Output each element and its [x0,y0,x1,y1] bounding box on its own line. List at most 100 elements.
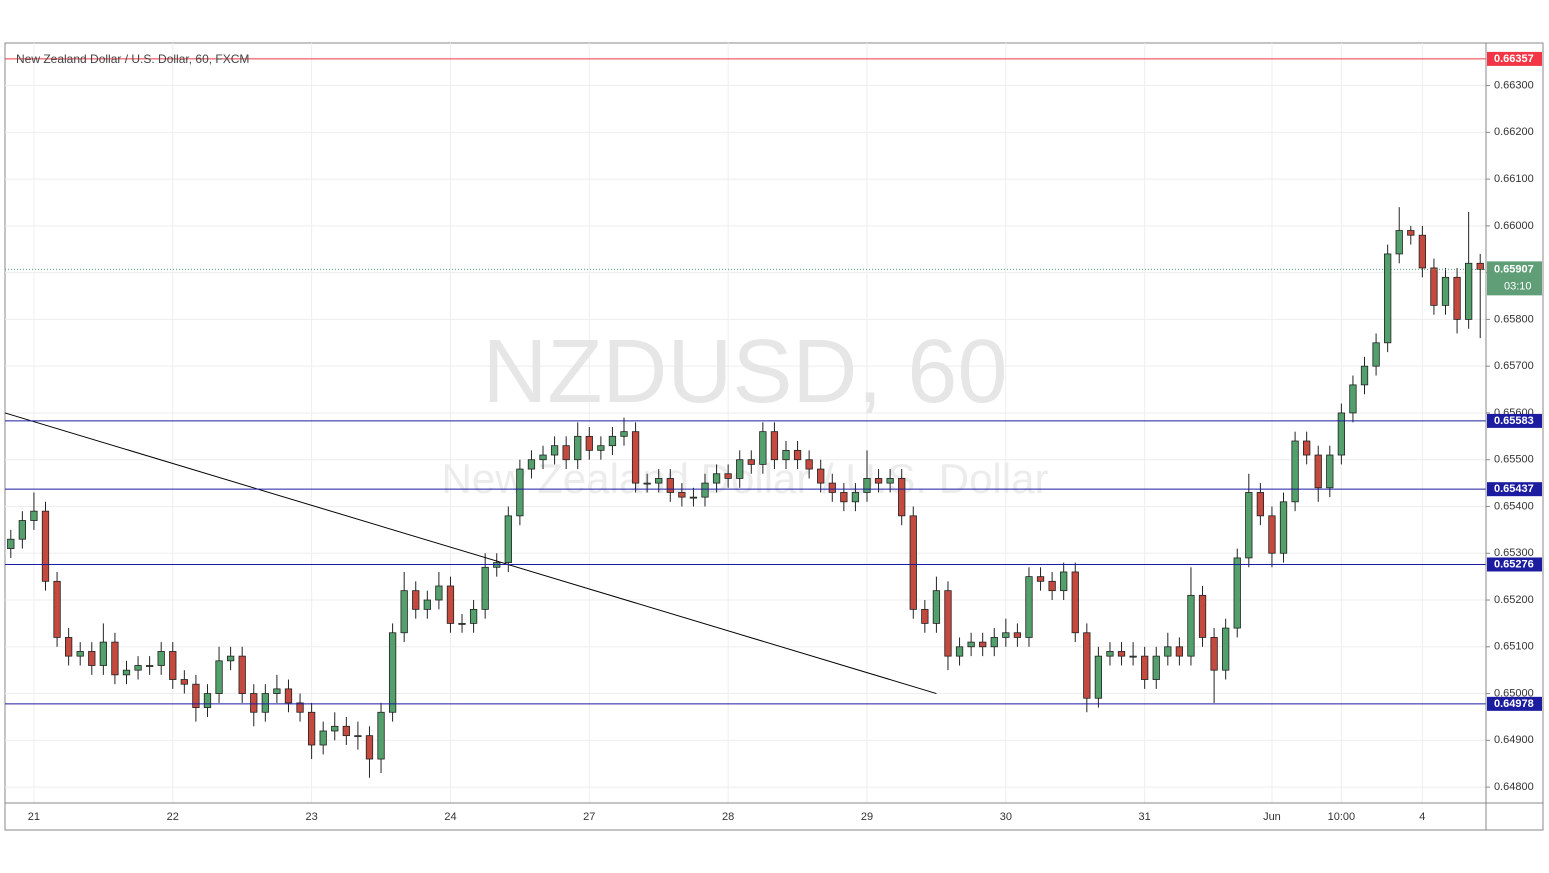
candle-body [469,608,478,624]
candle-body [1083,632,1091,699]
x-tick-label: 4 [1419,811,1425,823]
candle-body [851,492,860,503]
candle-body [527,459,536,470]
level-label: 0.65583 [1494,415,1534,427]
candle-body [712,473,721,484]
y-tick-label: 0.64800 [1494,781,1534,793]
candle-body [944,590,952,657]
axes: 0.64800 0.64900 0.65000 0.65100 0.65200 0.653… [28,51,1542,823]
trendline [4,412,937,695]
level-label: 0.65437 [1494,483,1534,495]
y-tick-label: 0.66100 [1494,173,1534,185]
candle-body [1071,571,1079,634]
candle-body [597,445,605,451]
candle-body [782,449,790,461]
candle-body [388,632,397,713]
x-tick-label: 30 [1000,811,1012,823]
candle-body [921,608,929,624]
candle-body [1384,253,1392,344]
candle-body [863,478,871,493]
candle-body [759,431,767,465]
level-label-box [1487,696,1542,711]
countdown: 03:10 [1504,280,1532,292]
candle-body [64,637,73,657]
candle-body [250,693,258,713]
candle-body [238,655,246,694]
x-tick-label: 31 [1139,811,1151,823]
candle-body [1395,230,1403,255]
y-tick-label: 0.66000 [1494,220,1534,232]
candle-body [1418,234,1427,269]
candle-body [898,478,906,517]
watermark: NZDUSD, 60 [482,322,1007,422]
candle-body [1164,646,1172,657]
candle-body [18,520,26,540]
candle-body [874,478,883,484]
candle-body [793,449,802,461]
candle-body [423,599,431,610]
candle-body [1141,655,1149,680]
candle-body [967,641,975,648]
candle-body [1337,412,1346,456]
candle-body [828,482,836,493]
candle-body [747,459,755,465]
y-tick-label: 0.65400 [1494,500,1534,512]
candle-body [1360,365,1369,386]
candle-body [296,702,304,713]
y-tick-label: 0.65000 [1494,687,1534,699]
candle-body [516,468,524,517]
x-tick-label: 21 [28,811,40,823]
candle-body [1303,440,1311,456]
candle-body [88,651,96,666]
candle-body [689,496,698,499]
candle-body [134,665,142,671]
x-tick-label: 27 [583,811,595,823]
candle-body [608,435,617,447]
candle-body [620,431,628,437]
candle-body [1060,571,1068,592]
x-tick-label: 22 [167,811,179,823]
candle-body [1106,651,1114,657]
candle-body [180,679,188,685]
level-label: 0.66357 [1494,53,1534,65]
candle-body [1013,632,1022,638]
candle-body [724,473,732,479]
candle-body [550,445,559,456]
candle-body [354,735,362,738]
candle-body [76,651,84,657]
candle-body [1291,440,1299,503]
candle-body [1441,276,1450,306]
plot [4,58,1486,778]
candle-body [1349,384,1357,414]
candle-body [145,665,154,667]
y-tick-label: 0.65500 [1494,454,1534,466]
level-label-box [1487,482,1542,497]
candle-body [307,711,316,746]
x-tick-label: 10:00 [1328,811,1356,823]
chart-title: New Zealand Dollar / U.S. Dollar, 60, FX… [16,52,249,66]
grid [5,43,1486,803]
candle-body [1268,515,1276,554]
candle-body [1245,492,1253,559]
candle-body [886,478,894,484]
candle-body [932,590,941,624]
candle-body [585,435,593,451]
candle-body [261,693,269,713]
candle-body [1465,262,1473,320]
candle-body [1407,230,1415,236]
candle-body [539,454,547,461]
last-price-box [1487,261,1542,296]
candle-body [770,431,779,461]
candle-body [1210,637,1218,671]
level-label-box [1487,413,1542,428]
candle-body [701,482,709,498]
candle-body [817,468,825,484]
x-tick-label: 28 [722,811,734,823]
candle-body [1175,646,1184,657]
candle-body [1025,576,1033,638]
candle-body [7,538,15,549]
candle-body [412,590,420,610]
candle-body [1198,594,1207,638]
candle-body [1372,342,1380,367]
candle-body [284,688,293,704]
